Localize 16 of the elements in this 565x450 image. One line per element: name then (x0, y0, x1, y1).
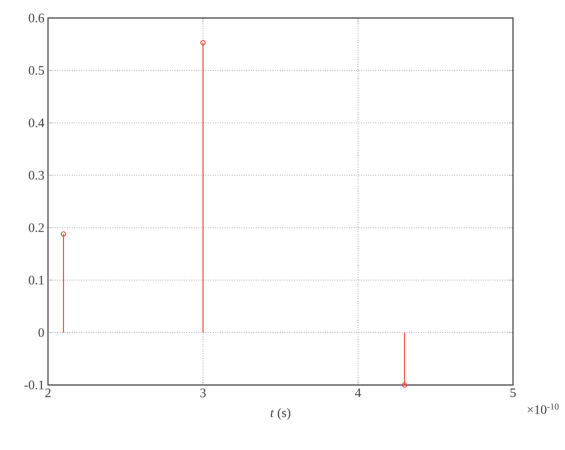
point (200, 40, 206, 46)
y-tick-label: 0.5 (28, 66, 44, 75)
x-tick-label: 2 (45, 388, 51, 398)
y-tick-label: -0.1 (24, 380, 44, 390)
x-tick-label: 4 (355, 388, 362, 398)
x-tick-label: 3 (200, 388, 206, 398)
y-tick-label: 0.6 (28, 14, 44, 22)
point (60, 231, 66, 237)
y-tick-label: 0.3 (28, 170, 44, 180)
x-tick-label: 5 (510, 388, 516, 398)
text: ×10$^{-10}$ (528, 404, 559, 414)
y-tick-label: 0.1 (28, 276, 44, 285)
y-tick-label: 0.2 (28, 223, 44, 232)
y-tick-label: 0 (38, 328, 44, 337)
y-tick-label: 0.4 (28, 118, 44, 128)
x-axis-title: t (s) (270, 408, 290, 420)
